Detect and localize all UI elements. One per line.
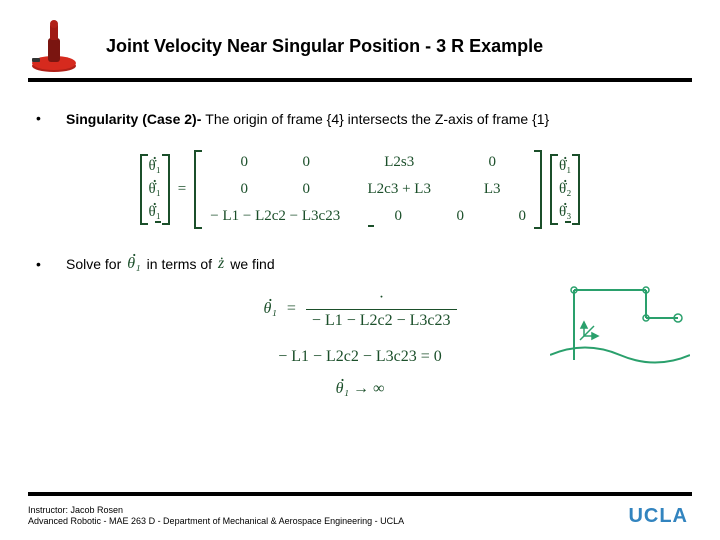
limit-equation: θ₁ → ∞: [28, 380, 692, 398]
bullet-dot: •: [36, 110, 42, 126]
header-rule: [28, 78, 692, 82]
ucla-logo: UCLA: [628, 505, 688, 528]
bullet-1: • Singularity (Case 2)- The origin of fr…: [28, 110, 692, 128]
z-var: ż: [218, 255, 224, 273]
footer-text: Instructor: Jacob Rosen Advanced Robotic…: [28, 505, 404, 528]
footer-rule: [28, 492, 692, 496]
bullet1-bold: Singularity (Case 2)-: [66, 111, 205, 127]
robot-icon: [28, 18, 84, 74]
solve-label-c: we find: [230, 256, 274, 272]
solve-label-b: in terms of: [147, 256, 212, 272]
arm-diagram: [550, 260, 690, 380]
course-line: Advanced Robotic - MAE 263 D - Departmen…: [28, 516, 404, 528]
theta1-var: θ₁: [127, 255, 140, 273]
bullet1-rest: The origin of frame {4} intersects the Z…: [205, 111, 549, 127]
bullet-dot: •: [36, 256, 42, 272]
solve-label-a: Solve for: [66, 256, 121, 272]
instructor-line: Instructor: Jacob Rosen: [28, 505, 404, 517]
jacobian-equation: θ̇₁ θ̇₁ θ̇₁ = 0 0 L2s3 0 0 0: [28, 150, 692, 229]
slide-title: Joint Velocity Near Singular Position - …: [106, 36, 543, 57]
